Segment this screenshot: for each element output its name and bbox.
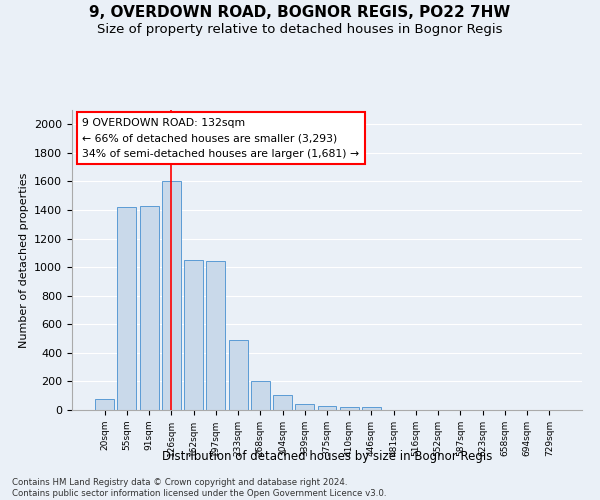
Text: Size of property relative to detached houses in Bognor Regis: Size of property relative to detached ho… bbox=[97, 22, 503, 36]
Text: Contains HM Land Registry data © Crown copyright and database right 2024.
Contai: Contains HM Land Registry data © Crown c… bbox=[12, 478, 386, 498]
Bar bbox=[362, 408, 381, 410]
Bar bbox=[184, 260, 203, 410]
Bar bbox=[162, 182, 181, 410]
Bar bbox=[317, 406, 337, 410]
Text: 9, OVERDOWN ROAD, BOGNOR REGIS, PO22 7HW: 9, OVERDOWN ROAD, BOGNOR REGIS, PO22 7HW bbox=[89, 5, 511, 20]
Text: Distribution of detached houses by size in Bognor Regis: Distribution of detached houses by size … bbox=[162, 450, 492, 463]
Bar bbox=[229, 340, 248, 410]
Y-axis label: Number of detached properties: Number of detached properties bbox=[19, 172, 29, 348]
Bar bbox=[251, 380, 270, 410]
Bar bbox=[118, 207, 136, 410]
Bar bbox=[206, 262, 225, 410]
Text: 9 OVERDOWN ROAD: 132sqm
← 66% of detached houses are smaller (3,293)
34% of semi: 9 OVERDOWN ROAD: 132sqm ← 66% of detache… bbox=[82, 118, 359, 158]
Bar bbox=[95, 398, 114, 410]
Bar bbox=[340, 407, 359, 410]
Bar bbox=[295, 404, 314, 410]
Bar bbox=[140, 206, 158, 410]
Bar bbox=[273, 395, 292, 410]
